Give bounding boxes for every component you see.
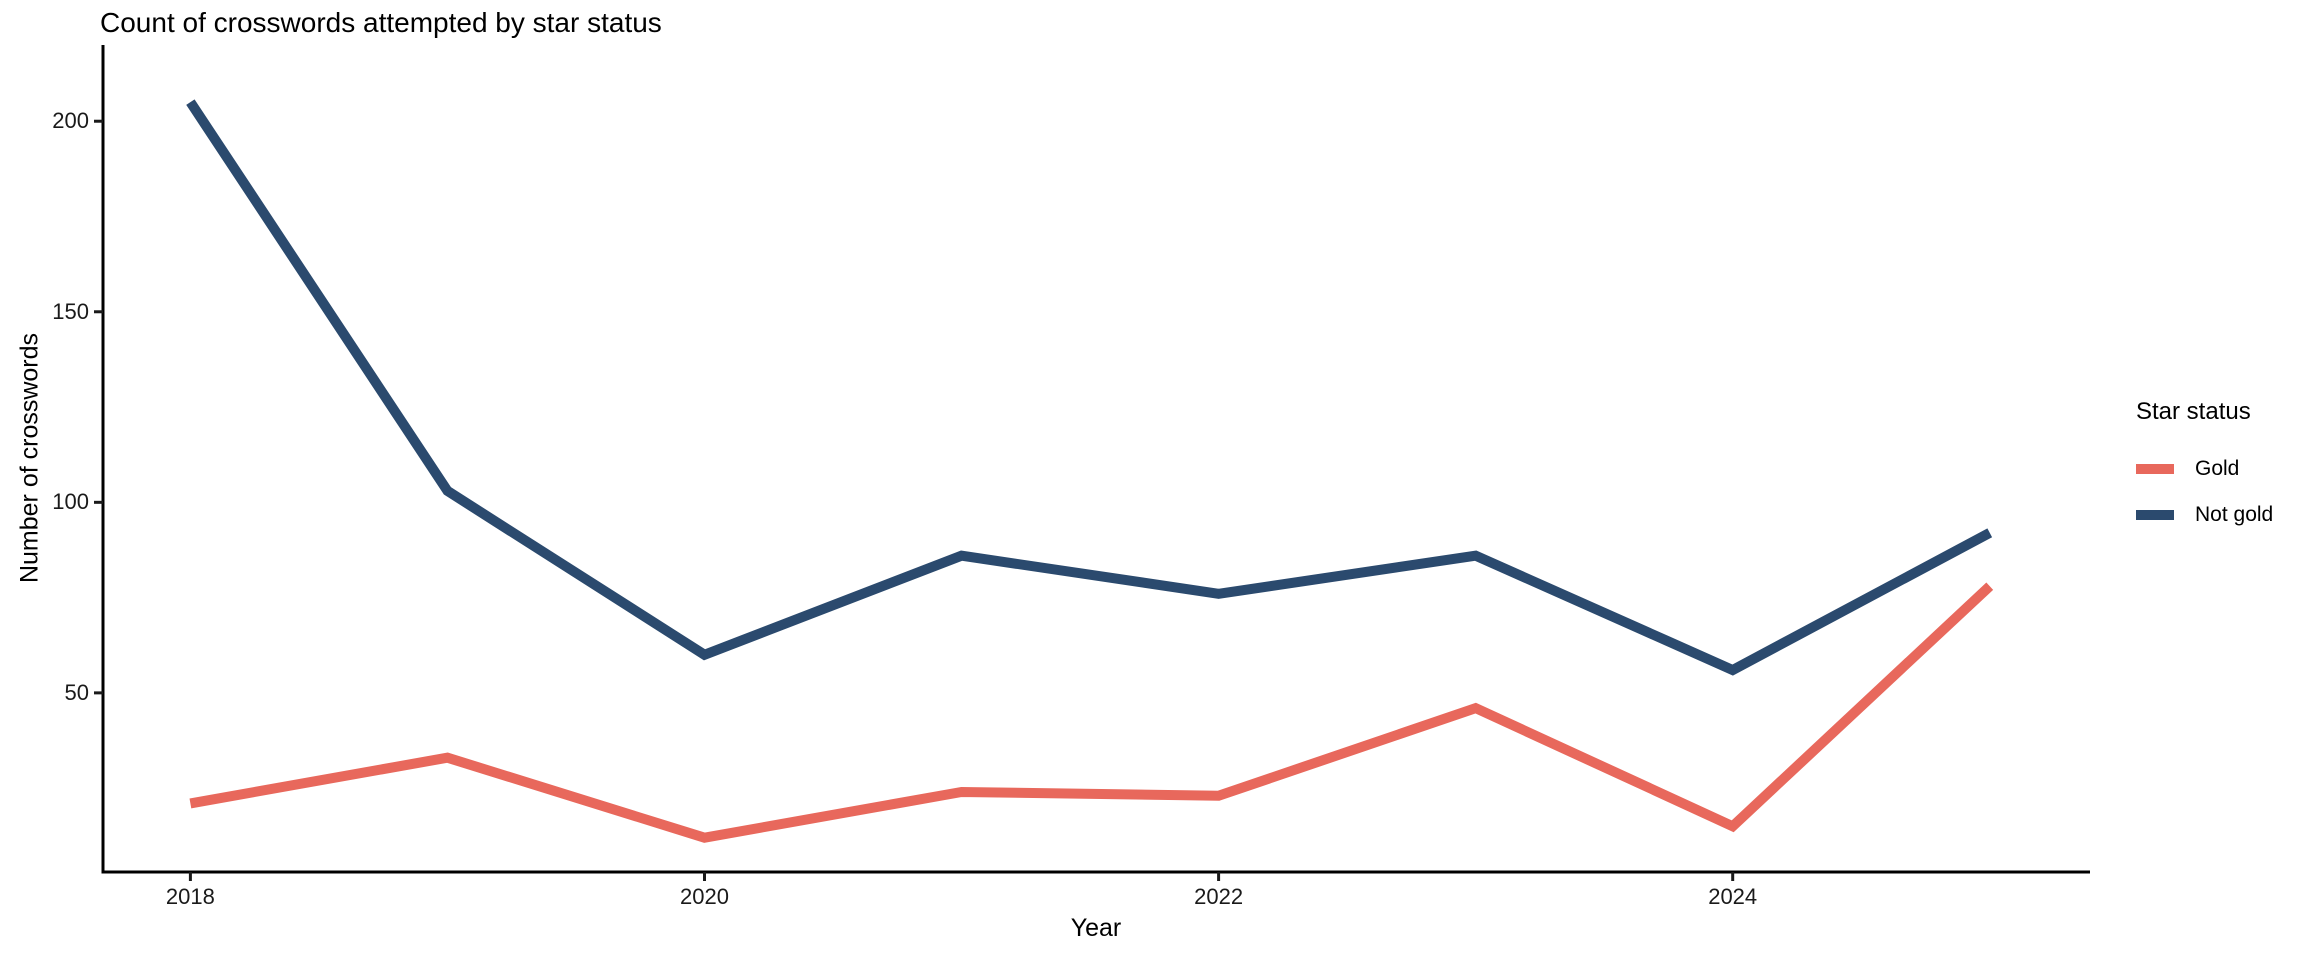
x-axis-title: Year xyxy=(1070,914,1122,942)
legend-label-gold: Gold xyxy=(2195,457,2240,480)
legend-item-not-gold: Not gold xyxy=(2136,492,2273,538)
legend: Star status Gold Not gold xyxy=(2136,398,2273,538)
legend-item-gold: Gold xyxy=(2136,446,2273,492)
x-tick-label: 2020 xyxy=(680,884,729,909)
x-tick-label: 2024 xyxy=(1708,884,1758,909)
legend-label-not-gold: Not gold xyxy=(2195,503,2274,526)
y-tick-label: 100 xyxy=(52,489,89,515)
chart-title: Count of crosswords attempted by star st… xyxy=(100,7,662,38)
legend-title: Star status xyxy=(2136,398,2251,425)
y-tick-label: 200 xyxy=(52,108,89,134)
series-line-gold xyxy=(189,582,1994,843)
y-axis-title: Number of crosswords xyxy=(15,332,44,584)
series-line-not-gold xyxy=(186,99,1993,676)
x-tick-label: 2018 xyxy=(165,884,215,909)
y-tick-label: 150 xyxy=(52,298,89,324)
legend-swatch-gold xyxy=(2136,464,2174,474)
legend-swatch-not-gold xyxy=(2136,510,2174,520)
y-tick-label: 50 xyxy=(64,679,89,705)
x-tick-label: 2022 xyxy=(1194,884,1244,909)
